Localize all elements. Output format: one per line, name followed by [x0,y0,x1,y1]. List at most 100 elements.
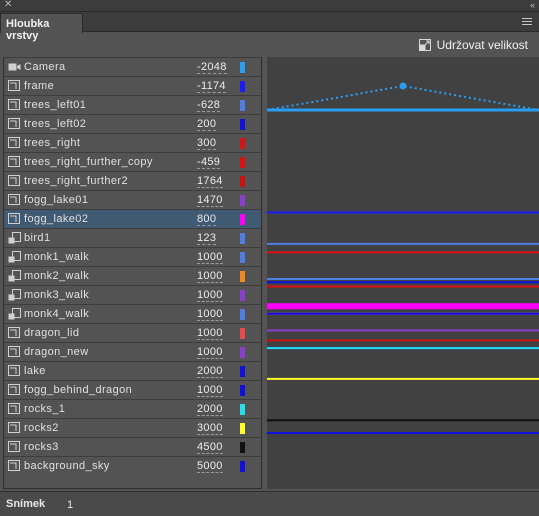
layer-depth-value[interactable]: 123 [197,232,217,245]
layer-row[interactable]: trees_right_further2 1764 [4,171,261,190]
layer-row[interactable]: rocks_1 2000 [4,399,261,418]
collapse-icon[interactable]: ‹‹ [530,0,535,10]
layer-color-swatch[interactable] [240,328,245,339]
layer-depth-value[interactable]: 1000 [197,327,223,340]
layer-depth-value[interactable]: 3000 [197,422,223,435]
layer-name: dragon_lid [24,327,80,339]
layer-color-swatch[interactable] [240,271,245,282]
layer-icon [8,118,21,130]
layer-row[interactable]: background_sky 5000 [4,456,261,475]
layer-color-swatch[interactable] [240,195,245,206]
layer-depth-value[interactable]: 1000 [197,384,223,397]
layer-row[interactable]: rocks3 4500 [4,437,261,456]
layer-name: trees_left01 [24,99,87,111]
layer-depth-value[interactable]: -459 [197,156,221,169]
layer-icon [8,365,21,377]
layer-row[interactable]: lake 2000 [4,361,261,380]
layer-name: trees_right_further2 [24,175,128,187]
layer-color-swatch[interactable] [240,176,245,187]
layer-row[interactable]: dragon_new 1000 [4,342,261,361]
camera-icon [8,61,21,73]
depth-graph[interactable] [267,57,539,489]
layer-color-swatch[interactable] [240,100,245,111]
layer-color-swatch[interactable] [240,461,245,472]
layer-color-swatch[interactable] [240,62,245,73]
layer-row[interactable]: trees_right_further_copy -459 [4,152,261,171]
layer-row[interactable]: frame -1174 [4,76,261,95]
close-icon[interactable]: ✕ [4,0,13,10]
layer-depth-value[interactable]: 1470 [197,194,223,207]
layer-depth-value[interactable]: -2048 [197,61,227,74]
layer-depth-value[interactable]: 200 [197,118,217,131]
keep-size-label: Udržovat velikost [436,38,528,52]
layer-depth-value[interactable]: 5000 [197,460,223,473]
layer-row[interactable]: trees_left01 -628 [4,95,261,114]
layer-color-swatch[interactable] [240,309,245,320]
layer-depth-value[interactable]: -1174 [197,80,226,93]
layer-depth-value[interactable]: 4500 [197,441,223,454]
layer-name: monk4_walk [24,308,90,320]
layer-row[interactable]: fogg_lake02 800 [4,209,261,228]
motion-layer-icon [8,251,21,263]
layer-color-swatch[interactable] [240,366,245,377]
layer-row[interactable]: bird1 123 [4,228,261,247]
layer-color-swatch[interactable] [240,442,245,453]
layer-row[interactable]: trees_left02 200 [4,114,261,133]
motion-layer-icon [8,270,21,282]
layer-name: fogg_lake02 [24,213,89,225]
camera-frustum [267,84,539,111]
layer-name: background_sky [24,460,110,472]
layer-row[interactable]: monk1_walk 1000 [4,247,261,266]
layer-name: monk2_walk [24,270,90,282]
layer-name: fogg_lake01 [24,194,89,206]
layer-row[interactable]: Camera -2048 [4,57,261,76]
layer-name: monk3_walk [24,289,90,301]
layer-row[interactable]: trees_right 300 [4,133,261,152]
layer-depth-value[interactable]: 2000 [197,403,223,416]
layer-row[interactable]: rocks2 3000 [4,418,261,437]
layer-icon [8,422,21,434]
keep-size-button[interactable]: Udržovat velikost [418,37,528,53]
layer-color-swatch[interactable] [240,157,245,168]
layer-color-swatch[interactable] [240,119,245,130]
layer-list: Camera -2048 frame -1174 trees_left01 -628 tre… [3,57,262,489]
layer-depth-value[interactable]: 1000 [197,251,223,264]
layer-name: rocks2 [24,422,59,434]
layer-row[interactable]: fogg_behind_dragon 1000 [4,380,261,399]
layer-color-swatch[interactable] [240,347,245,358]
layer-name: monk1_walk [24,251,90,263]
layer-name: trees_right_further_copy [24,156,153,168]
tab-layer-depth[interactable]: Hloubka vrstvy [0,13,83,42]
layer-depth-value[interactable]: 1000 [197,346,223,359]
layer-depth-value[interactable]: 1000 [197,289,223,302]
layer-depth-value[interactable]: 1000 [197,308,223,321]
layer-color-swatch[interactable] [240,423,245,434]
layer-row[interactable]: monk4_walk 1000 [4,304,261,323]
layer-color-swatch[interactable] [240,252,245,263]
layer-depth-value[interactable]: 1764 [197,175,223,188]
layer-row[interactable]: dragon_lid 1000 [4,323,261,342]
layer-color-swatch[interactable] [240,214,245,225]
panel-titlebar: ✕ ‹‹ [0,0,539,12]
layer-depth-value[interactable]: -628 [197,99,221,112]
layer-color-swatch[interactable] [240,385,245,396]
layer-color-swatch[interactable] [240,290,245,301]
layer-color-swatch[interactable] [240,138,245,149]
layer-row[interactable]: fogg_lake01 1470 [4,190,261,209]
layer-depth-value[interactable]: 300 [197,137,217,150]
layer-color-swatch[interactable] [240,404,245,415]
panel-tabbar: Hloubka vrstvy [0,12,539,42]
layer-color-swatch[interactable] [240,233,245,244]
hamburger-icon[interactable] [522,18,532,26]
layer-depth-value[interactable]: 2000 [197,365,223,378]
layer-icon [8,327,21,339]
layer-color-swatch[interactable] [240,81,245,92]
layer-depth-value[interactable]: 1000 [197,270,223,283]
layer-name: trees_right [24,137,81,149]
layer-name: trees_left02 [24,118,87,130]
layer-row[interactable]: monk3_walk 1000 [4,285,261,304]
depth-graph-canvas [267,82,539,434]
frame-value[interactable]: 1 [67,499,74,511]
layer-depth-value[interactable]: 800 [197,213,217,226]
layer-row[interactable]: monk2_walk 1000 [4,266,261,285]
